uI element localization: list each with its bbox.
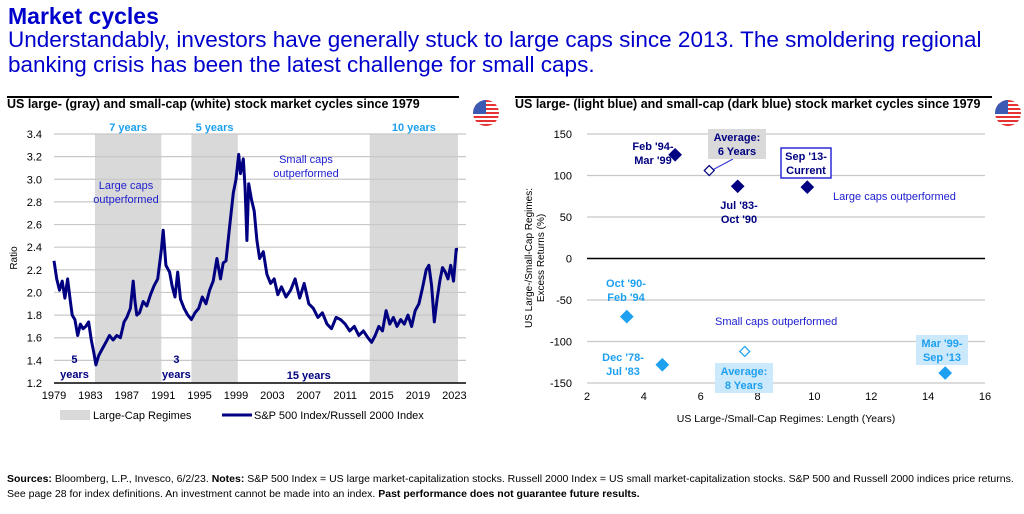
page-subtitle: Understandably, investors have generally… bbox=[8, 27, 982, 77]
y-tick-label: -100 bbox=[550, 337, 572, 349]
x-tick-label: 8 bbox=[755, 391, 761, 403]
point-label: Sep '13-Current bbox=[785, 151, 827, 177]
y-tick-label: 2.4 bbox=[27, 242, 42, 254]
annotation-small-caps: Small caps outperformed bbox=[273, 154, 338, 180]
regime-length-label: 5 years bbox=[196, 122, 234, 134]
average-point bbox=[703, 164, 716, 177]
point-label-box bbox=[916, 335, 968, 365]
large-cap-regime-point bbox=[800, 180, 815, 194]
y-tick-label: 3.2 bbox=[27, 152, 42, 164]
page-title: Market cycles bbox=[8, 3, 159, 29]
right-panel-rule bbox=[515, 96, 992, 98]
y-tick-label: 2.0 bbox=[27, 287, 42, 299]
regime-length-label: 3 years bbox=[162, 354, 191, 381]
legend-regime-swatch bbox=[60, 410, 90, 420]
x-tick-label: 1979 bbox=[42, 390, 66, 402]
point-label: Oct '90-Feb '94 bbox=[606, 278, 646, 304]
x-tick-label: 2 bbox=[584, 391, 590, 403]
notes-text: S&P 500 Index = US large market-capitali… bbox=[7, 473, 1014, 500]
y-tick-label: 1.8 bbox=[27, 310, 42, 322]
x-tick-label: 2011 bbox=[333, 390, 357, 402]
sources-text: Bloomberg, L.P., Invesco, 6/2/23. bbox=[51, 473, 212, 485]
left-chart-title: US large- (gray) and small-cap (white) s… bbox=[7, 97, 420, 111]
right-chart-title: US large- (light blue) and small-cap (da… bbox=[515, 97, 981, 111]
x-tick-label: 2023 bbox=[442, 390, 466, 402]
y-tick-label: 2.2 bbox=[27, 265, 42, 277]
point-label-box bbox=[780, 147, 832, 179]
x-tick-label: 10 bbox=[808, 391, 820, 403]
x-tick-label: 1999 bbox=[224, 390, 248, 402]
x-tick-label: 4 bbox=[641, 391, 647, 403]
sources-label: Sources: bbox=[7, 473, 52, 485]
disclaimer: Past performance does not guarantee futu… bbox=[378, 488, 640, 500]
average-label: Average: 6 Years bbox=[714, 132, 761, 158]
us-flag-icon bbox=[995, 100, 1021, 126]
average-leader-line bbox=[713, 158, 734, 170]
annotation-large-caps: Large caps outperformed bbox=[833, 191, 956, 203]
regime-length-label: 15 years bbox=[287, 370, 331, 382]
y-tick-label: 2.6 bbox=[27, 220, 42, 232]
notes-label: Notes: bbox=[211, 473, 245, 485]
y-tick-label: 1.4 bbox=[27, 355, 42, 367]
left-panel-rule bbox=[7, 96, 459, 98]
small-cap-regime-point bbox=[619, 309, 634, 324]
footer-notes: Sources: Bloomberg, L.P., Invesco, 6/2/2… bbox=[7, 472, 1017, 502]
x-tick-label: 16 bbox=[979, 391, 991, 403]
large-cap-regime-point bbox=[730, 179, 745, 194]
large-cap-regime-point bbox=[668, 147, 682, 162]
x-tick-label: 2003 bbox=[260, 390, 284, 402]
y-tick-label: -150 bbox=[550, 378, 572, 390]
small-cap-regime-point bbox=[655, 357, 670, 372]
x-tick-label: 1995 bbox=[187, 390, 211, 402]
regime-length-label: 10 years bbox=[392, 122, 436, 134]
y-tick-label: 3.0 bbox=[27, 174, 42, 186]
x-tick-label: 1987 bbox=[115, 390, 139, 402]
small-cap-regime-point bbox=[938, 366, 953, 380]
x-tick-label: 2019 bbox=[406, 390, 430, 402]
us-flag-icon bbox=[473, 100, 499, 126]
y-tick-label: 2.8 bbox=[27, 197, 42, 209]
right-scatter-chart: -150 -100 -50 0 50 100 150 2 4 6 8 10 12 14 16 Feb '9… bbox=[524, 129, 991, 425]
annotation-large-caps: Large caps outperformed bbox=[93, 180, 158, 206]
y-tick-label: 0 bbox=[566, 254, 572, 266]
y-tick-label: 50 bbox=[560, 212, 572, 224]
legend-line-label: S&P 500 Index/Russell 2000 Index bbox=[254, 410, 424, 422]
y-tick-label: -50 bbox=[556, 295, 572, 307]
y-tick-label: 1.2 bbox=[27, 378, 42, 390]
x-tick-label: 14 bbox=[922, 391, 934, 403]
annotation-small-caps: Small caps outperformed bbox=[715, 316, 837, 328]
x-tick-label: 12 bbox=[865, 391, 877, 403]
left-line-chart: 1.2 1.4 1.6 1.8 2.0 2.2 2.4 2.6 2.8 3.0 3.2 3.4 197… bbox=[9, 122, 467, 422]
y-tick-label: 3.4 bbox=[27, 129, 42, 141]
average-label: Average: 8 Years bbox=[721, 366, 768, 392]
average-label-box bbox=[715, 363, 773, 393]
regime-band bbox=[191, 134, 238, 383]
y-tick-label: 100 bbox=[554, 171, 572, 183]
x-tick-label: 1991 bbox=[151, 390, 175, 402]
x-tick-label: 2015 bbox=[369, 390, 393, 402]
regime-length-label: 5 years bbox=[60, 354, 89, 381]
point-label: Feb '94-Mar '99 bbox=[632, 141, 673, 167]
point-label: Jul '83-Oct '90 bbox=[720, 200, 758, 226]
regime-length-label: 7 years bbox=[109, 122, 147, 134]
y-axis-label: Ratio bbox=[9, 246, 20, 270]
x-tick-label: 1983 bbox=[78, 390, 102, 402]
y-tick-label: 1.6 bbox=[27, 333, 42, 345]
x-axis-label: US Large-/Small-Cap Regimes: Length (Yea… bbox=[677, 413, 895, 425]
x-tick-label: 6 bbox=[698, 391, 704, 403]
point-label: Dec '78-Jul '83 bbox=[602, 352, 644, 378]
average-point bbox=[738, 345, 751, 358]
point-label: Mar '99-Sep '13 bbox=[921, 338, 962, 364]
legend-regime-label: Large-Cap Regimes bbox=[93, 410, 192, 422]
average-label-box bbox=[708, 129, 766, 159]
y-axis-label: US Large-/Small-Cap Regimes:Excess Retur… bbox=[524, 188, 547, 328]
regime-band bbox=[369, 134, 458, 383]
x-tick-label: 2007 bbox=[297, 390, 321, 402]
ratio-series-line bbox=[52, 152, 458, 367]
y-tick-label: 150 bbox=[554, 129, 572, 141]
